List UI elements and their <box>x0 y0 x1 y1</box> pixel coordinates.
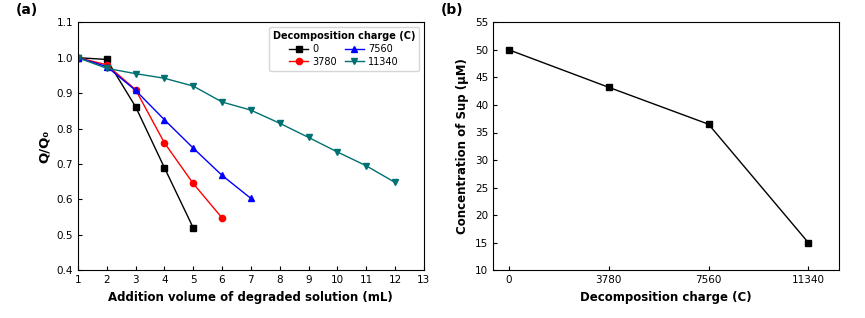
11340 <box>332 150 343 154</box>
0 <box>131 105 141 108</box>
11340 <box>217 100 227 104</box>
7560 <box>73 56 83 59</box>
0 <box>188 226 198 230</box>
3780 <box>73 56 83 59</box>
Line: 0: 0 <box>74 55 196 231</box>
Line: 3780: 3780 <box>74 55 225 221</box>
0 <box>159 166 170 169</box>
7560 <box>131 88 141 92</box>
0 <box>73 56 83 59</box>
3780 <box>188 182 198 185</box>
3780 <box>131 88 141 92</box>
11340 <box>101 66 112 70</box>
Line: 11340: 11340 <box>74 55 398 185</box>
Line: 7560: 7560 <box>74 55 254 202</box>
11340 <box>390 181 400 184</box>
Legend: 0, 3780, 7560, 11340: 0, 3780, 7560, 11340 <box>269 27 419 71</box>
11340 <box>274 121 285 125</box>
7560 <box>188 146 198 150</box>
3780 <box>101 63 112 67</box>
7560 <box>159 118 170 121</box>
3780 <box>159 141 170 145</box>
Text: (b): (b) <box>441 3 464 17</box>
7560 <box>101 65 112 68</box>
11340 <box>159 76 170 80</box>
Y-axis label: Concentration of Sup (μM): Concentration of Sup (μM) <box>457 58 470 234</box>
11340 <box>73 56 83 59</box>
0 <box>101 58 112 61</box>
X-axis label: Decomposition charge (C): Decomposition charge (C) <box>580 291 752 304</box>
7560 <box>246 197 256 200</box>
X-axis label: Addition volume of degraded solution (mL): Addition volume of degraded solution (mL… <box>108 291 394 304</box>
11340 <box>304 135 314 139</box>
3780 <box>217 216 227 220</box>
Y-axis label: Q/Q₀: Q/Q₀ <box>38 130 51 163</box>
11340 <box>188 84 198 88</box>
11340 <box>246 108 256 112</box>
11340 <box>131 72 141 76</box>
7560 <box>217 173 227 177</box>
Text: (a): (a) <box>16 3 38 17</box>
11340 <box>361 164 371 168</box>
